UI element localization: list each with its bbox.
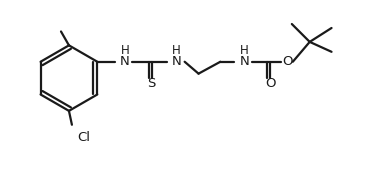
Text: S: S: [147, 77, 155, 90]
Text: H: H: [240, 44, 248, 57]
Text: H: H: [172, 44, 181, 57]
Text: Cl: Cl: [77, 131, 90, 144]
Text: H: H: [121, 44, 130, 57]
Text: O: O: [265, 77, 275, 90]
Text: O: O: [283, 55, 293, 68]
Text: N: N: [120, 55, 130, 68]
Text: N: N: [239, 55, 249, 68]
Text: N: N: [172, 55, 182, 68]
